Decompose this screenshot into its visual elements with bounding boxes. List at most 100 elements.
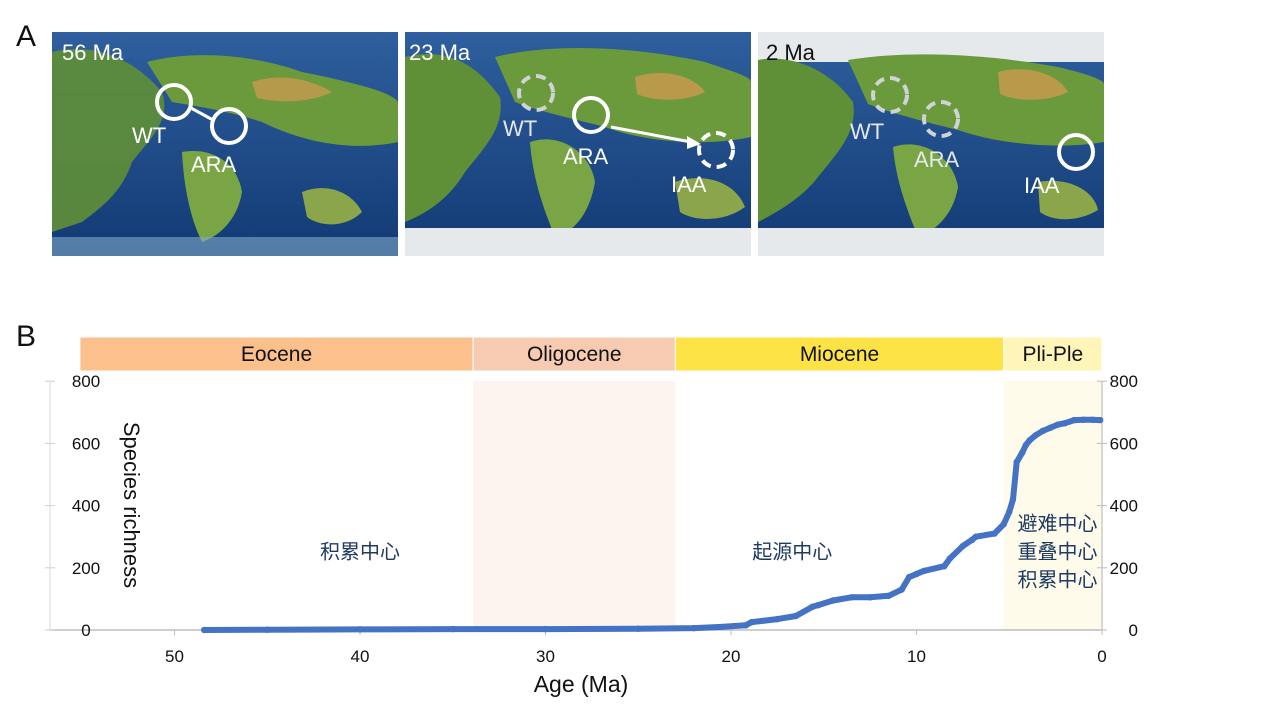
- paleomap-23ma: 23 Ma WT ARA IAA: [405, 32, 751, 256]
- map-age-label: 56 Ma: [62, 40, 124, 65]
- richness-point: [814, 601, 822, 609]
- richness-point: [1054, 421, 1061, 428]
- epoch-label: Pli-Ple: [1022, 343, 1083, 366]
- richness-point: [1013, 458, 1020, 466]
- richness-point: [748, 619, 755, 626]
- richness-point: [920, 567, 928, 575]
- x-axis-title: Age (Ma): [534, 671, 629, 697]
- richness-point: [991, 530, 998, 537]
- epoch-band: [674, 336, 1005, 372]
- richness-point: [905, 573, 913, 581]
- richness-point: [774, 615, 781, 623]
- richness-point: [885, 592, 892, 599]
- oligocene-shade: [473, 381, 676, 630]
- richness-point: [1006, 508, 1013, 516]
- richness-point: [959, 542, 967, 550]
- richness-point: [1046, 424, 1054, 432]
- x-tick-label: 20: [722, 647, 741, 666]
- richness-point: [809, 603, 816, 610]
- iaa-circle: [1057, 133, 1095, 171]
- wt-circle: [871, 76, 909, 114]
- map-age-label: 23 Ma: [409, 40, 471, 65]
- x-tick-label: 10: [907, 647, 926, 666]
- richness-point: [690, 624, 698, 632]
- richness-point: [829, 597, 837, 604]
- richness-point: [1032, 432, 1039, 439]
- richness-point: [1022, 441, 1030, 449]
- richness-point: [1070, 416, 1078, 424]
- iaa-circle: [697, 131, 735, 169]
- richness-point: [792, 612, 800, 620]
- epoch-band: [1003, 336, 1103, 372]
- wt-label: WT: [503, 116, 537, 141]
- ara-label: ARA: [191, 152, 237, 177]
- richness-point: [356, 626, 364, 633]
- richness-point: [1039, 427, 1046, 435]
- iaa-label: IAA: [671, 172, 707, 197]
- richness-point: [1019, 449, 1026, 456]
- y-axis-title: Species richness: [119, 422, 144, 588]
- panel-label-a: A: [16, 20, 37, 53]
- richness-point: [1096, 416, 1104, 424]
- x-tick-label: 0: [1097, 647, 1106, 666]
- richness-point: [1009, 496, 1017, 503]
- x-tick-label: 50: [165, 647, 184, 666]
- richness-point: [742, 622, 750, 629]
- richness-point: [449, 625, 456, 633]
- richness-point: [200, 626, 208, 634]
- right-y-tick-label: 0: [1129, 621, 1138, 640]
- paleomap-2ma: 2 Ma WT ARA IAA: [758, 32, 1104, 256]
- richness-point: [972, 533, 980, 540]
- ara-label: ARA: [914, 147, 960, 172]
- richness-point: [1089, 416, 1096, 423]
- right-y-tick-label: 800: [1110, 372, 1138, 391]
- epoch-label: Oligocene: [527, 343, 622, 366]
- richness-point: [1000, 521, 1007, 528]
- right-y-tick-label: 600: [1110, 434, 1138, 453]
- epoch-label: Miocene: [800, 343, 879, 366]
- x-tick-label: 30: [536, 647, 555, 666]
- richness-point: [1061, 419, 1069, 427]
- annotation-label: 积累中心: [320, 539, 400, 563]
- map-age-label: 2 Ma: [766, 40, 816, 65]
- annotation-label: 积累中心: [1017, 567, 1097, 591]
- ara-circle: [210, 107, 248, 145]
- wt-circle: [155, 83, 193, 121]
- richness-point: [1080, 416, 1087, 423]
- wt-label: WT: [850, 119, 884, 144]
- richness-point: [898, 586, 905, 593]
- richness-point: [913, 570, 920, 578]
- epoch-band: [79, 336, 474, 372]
- right-y-tick-label: 400: [1110, 497, 1138, 516]
- ara-label: ARA: [563, 144, 609, 169]
- left-y-tick-label: 200: [72, 559, 100, 578]
- ara-circle: [572, 96, 610, 134]
- iaa-label: IAA: [1024, 173, 1060, 198]
- annotation-label: 避难中心: [1017, 511, 1097, 535]
- richness-point: [264, 626, 271, 633]
- wt-circle: [517, 74, 555, 112]
- richness-point: [946, 555, 954, 562]
- annotation-label: 重叠中心: [1017, 539, 1097, 563]
- richness-point: [542, 625, 549, 633]
- richness-point: [941, 563, 948, 570]
- paleomap-56ma: 56 Ma WT ARA: [52, 32, 398, 256]
- ara-circle: [922, 100, 960, 138]
- richness-point: [635, 625, 642, 632]
- epoch-band: [472, 336, 676, 372]
- richness-point: [1026, 437, 1033, 444]
- panel-label-b: B: [16, 320, 37, 353]
- richness-point: [718, 623, 725, 631]
- right-y-tick-label: 200: [1110, 559, 1138, 578]
- annotation-label: 起源中心: [752, 539, 832, 563]
- x-tick-label: 40: [351, 647, 370, 666]
- wt-label: WT: [132, 123, 166, 148]
- left-y-tick-label: 400: [72, 497, 100, 516]
- left-y-tick-label: 800: [72, 372, 100, 391]
- left-y-tick-label: 600: [72, 434, 100, 453]
- left-y-tick-label: 0: [81, 621, 90, 640]
- richness-point: [848, 594, 855, 601]
- richness-point: [866, 594, 874, 601]
- epoch-label: Eocene: [241, 343, 312, 366]
